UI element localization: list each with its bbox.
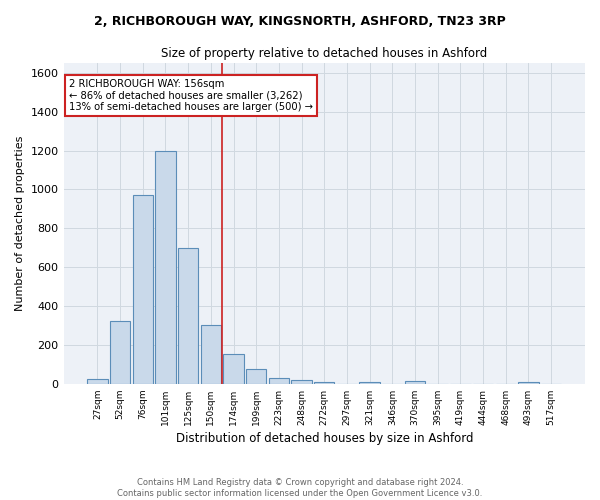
Text: 2, RICHBOROUGH WAY, KINGSNORTH, ASHFORD, TN23 3RP: 2, RICHBOROUGH WAY, KINGSNORTH, ASHFORD,… <box>94 15 506 28</box>
Y-axis label: Number of detached properties: Number of detached properties <box>15 136 25 311</box>
Bar <box>155 150 176 384</box>
Bar <box>110 320 130 384</box>
Bar <box>246 369 266 384</box>
Bar <box>223 354 244 384</box>
Text: Contains HM Land Registry data © Crown copyright and database right 2024.
Contai: Contains HM Land Registry data © Crown c… <box>118 478 482 498</box>
Text: 2 RICHBOROUGH WAY: 156sqm
← 86% of detached houses are smaller (3,262)
13% of se: 2 RICHBOROUGH WAY: 156sqm ← 86% of detac… <box>69 79 313 112</box>
Bar <box>405 382 425 384</box>
Title: Size of property relative to detached houses in Ashford: Size of property relative to detached ho… <box>161 48 487 60</box>
X-axis label: Distribution of detached houses by size in Ashford: Distribution of detached houses by size … <box>176 432 473 445</box>
Bar <box>314 382 334 384</box>
Bar <box>133 195 153 384</box>
Bar <box>269 378 289 384</box>
Bar <box>200 324 221 384</box>
Bar <box>518 382 539 384</box>
Bar <box>87 379 107 384</box>
Bar <box>359 382 380 384</box>
Bar <box>178 248 199 384</box>
Bar <box>292 380 312 384</box>
